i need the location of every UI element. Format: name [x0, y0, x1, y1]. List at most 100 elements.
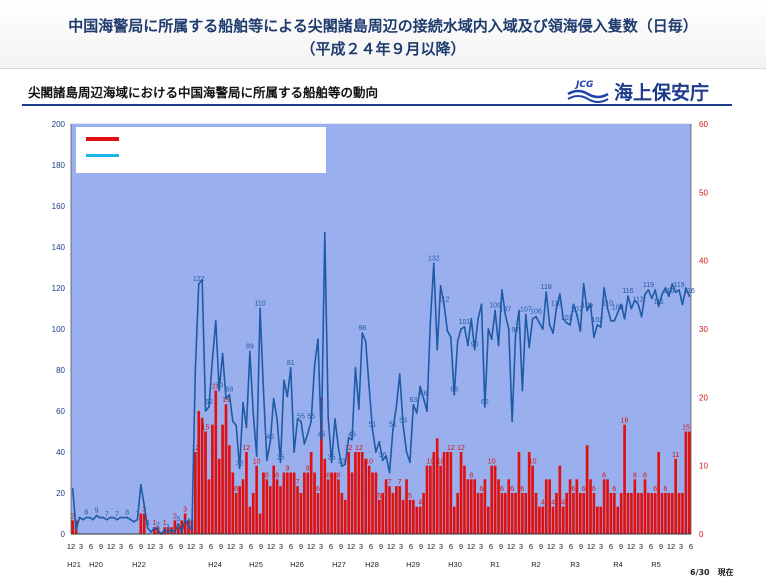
left-tick-label: 100 [52, 325, 66, 334]
bar-data-label: 12 [457, 445, 465, 452]
line-point [678, 289, 680, 291]
bar [490, 465, 494, 534]
bar [285, 472, 289, 534]
line-point [388, 471, 391, 474]
bar-data-label: 2 [71, 513, 75, 520]
line-point [255, 455, 258, 457]
bar [599, 506, 603, 534]
x-tick-label: 3 [479, 542, 483, 551]
bar [408, 499, 412, 534]
x-tick-label: 9 [539, 542, 543, 551]
bar [289, 472, 293, 534]
line-data-label: 110 [602, 301, 613, 308]
line-point [385, 455, 388, 457]
line-point [269, 440, 272, 443]
bar [194, 452, 197, 534]
line-point [558, 293, 561, 296]
line-data-label: 111 [653, 298, 664, 305]
line-data-label: 3 [146, 520, 150, 527]
line-point [627, 295, 629, 298]
line-point [139, 483, 142, 486]
line-point [497, 344, 500, 347]
bar [183, 513, 187, 534]
bar [640, 493, 643, 534]
bar [425, 465, 429, 534]
line-point [490, 338, 493, 341]
line-data-label: 89 [246, 344, 254, 351]
line-point [432, 262, 435, 265]
line-point [163, 529, 166, 531]
line-point [518, 309, 520, 312]
line-point [562, 317, 565, 320]
bar-data-label: 12 [355, 445, 363, 452]
line-point [78, 516, 81, 519]
line-data-label: 107 [520, 307, 532, 314]
bar-data-label: 8 [602, 472, 606, 479]
x-tick-label: 3 [679, 542, 683, 551]
bar-data-label: 6 [520, 486, 524, 493]
as-of-date: 6/30 現在 [690, 568, 734, 577]
line-point [368, 385, 370, 388]
bar [268, 486, 272, 534]
line-data-label: 53 [399, 417, 407, 424]
line-point [126, 516, 129, 519]
line-point [95, 514, 98, 517]
left-tick-label: 200 [52, 120, 66, 129]
line-point [593, 336, 595, 339]
right-tick-label: 50 [699, 188, 708, 197]
line-point [306, 432, 309, 435]
bar [204, 431, 207, 534]
line-point [112, 516, 115, 519]
line-data-label: 62 [205, 399, 213, 406]
bar-data-label: 9 [285, 466, 289, 473]
bar [245, 452, 248, 534]
bar-data-label: 10 [437, 459, 445, 466]
line-point [439, 285, 442, 287]
line-point [170, 529, 173, 531]
line-point [671, 283, 674, 285]
bar-data-label: 16 [621, 418, 629, 425]
line-data-label: 46 [317, 432, 325, 439]
x-tick-label: 6 [129, 542, 133, 551]
bar [630, 493, 633, 534]
bar [303, 472, 306, 534]
line-point [289, 367, 292, 369]
bar [343, 499, 347, 534]
line-point [494, 309, 497, 312]
right-tick-label: 10 [699, 462, 708, 471]
x-tick-label: 9 [499, 542, 503, 551]
left-tick-label: 40 [56, 448, 65, 457]
bar-data-label: 19 [222, 397, 230, 404]
line-point [105, 518, 108, 521]
line-point [521, 389, 524, 392]
line-point [378, 440, 381, 443]
line-point [129, 518, 132, 521]
title-banner: 中国海警局に所属する船舶等による尖閣諸島周辺の接続水域内入域及び領海侵入隻数（日… [0, 0, 766, 69]
x-tick-label: 6 [209, 542, 213, 551]
line-point [248, 350, 251, 353]
x-tick-label: 9 [419, 542, 423, 551]
line-data-label: 4 [187, 518, 191, 525]
bar [330, 472, 333, 534]
line-point [214, 319, 217, 322]
x-tick-label: 9 [659, 542, 663, 551]
bar-data-label: 9 [306, 466, 310, 473]
bar [459, 452, 463, 534]
line-point [265, 459, 268, 462]
line-data-label: 36 [379, 452, 387, 459]
bar-data-label: 10 [427, 459, 435, 466]
x-tick-label: 12 [547, 542, 555, 551]
bar [251, 493, 255, 534]
x-tick-label: 3 [639, 542, 643, 551]
bar [340, 493, 344, 534]
bar [173, 520, 177, 534]
line-point [395, 406, 398, 408]
page-subtitle: （平成２４年９月以降） [300, 40, 466, 58]
bar-data-label: 4 [541, 500, 545, 507]
line-point [109, 516, 112, 519]
bar [572, 493, 575, 534]
line-point [541, 328, 544, 330]
bar [228, 445, 231, 534]
bar-data-label: 2 [173, 513, 177, 520]
logo-text: 海上保安庁 [614, 82, 710, 104]
